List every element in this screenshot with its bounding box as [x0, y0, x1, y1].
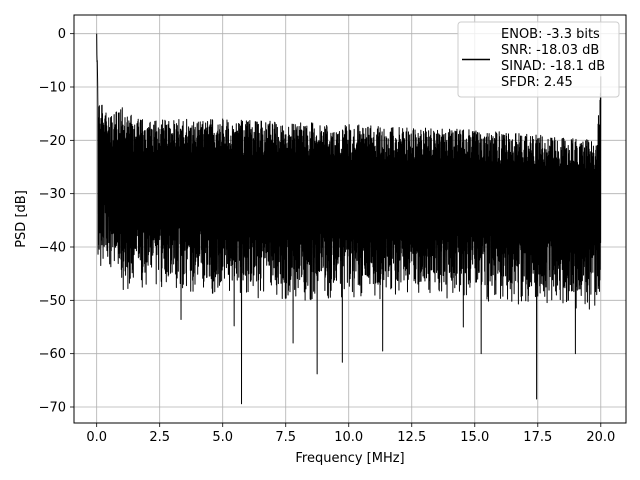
y-tick-label: 0 [58, 27, 66, 42]
x-axis-label: Frequency [MHz] [295, 451, 404, 466]
x-tick-label: 5.0 [212, 430, 233, 445]
x-tick-label: 10.0 [334, 430, 363, 445]
x-tick-label: 7.5 [275, 430, 296, 445]
y-tick-label: −20 [39, 134, 66, 149]
x-tick-label: 12.5 [397, 430, 426, 445]
ticks: 0.0 2.5 5.0 7.5 10.0 12.5 15.0 17.5 20.0 0 −10 −20 −… [39, 27, 616, 445]
plot-frame [73, 14, 627, 424]
y-tick-label: −60 [39, 347, 66, 362]
legend-sfdr: SFDR: 2.45 [501, 75, 573, 90]
y-tick-label: −10 [39, 81, 66, 96]
x-tick-label: 0.0 [86, 430, 107, 445]
legend-sinad: SINAD: -18.1 dB [501, 59, 605, 74]
y-tick-label: −40 [39, 241, 66, 256]
y-axis-label: PSD [dB] [14, 190, 29, 248]
legend: ENOB: -3.3 bits SNR: -18.03 dB SINAD: -1… [457, 21, 620, 98]
y-tick-label: −50 [39, 294, 66, 309]
psd-line [96, 33, 602, 405]
y-tick-label: −30 [39, 187, 66, 202]
y-tick-label: −70 [39, 401, 66, 416]
x-tick-label: 2.5 [149, 430, 170, 445]
x-tick-label: 17.5 [523, 430, 552, 445]
x-tick-label: 15.0 [460, 430, 489, 445]
legend-box [457, 21, 620, 98]
legend-enob: ENOB: -3.3 bits [501, 27, 600, 42]
psd-series [96, 33, 602, 405]
legend-snr: SNR: -18.03 dB [501, 43, 599, 58]
x-tick-label: 20.0 [586, 430, 615, 445]
